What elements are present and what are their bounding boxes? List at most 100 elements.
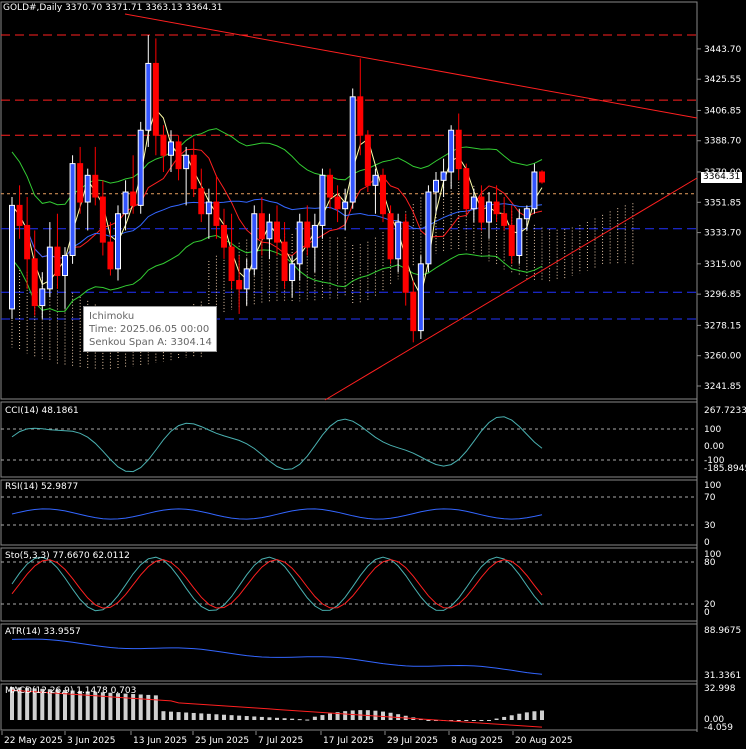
ascending-trendline [324, 177, 698, 401]
sto-scale-label: 80 [704, 558, 716, 568]
macd-histogram-bar [123, 693, 128, 720]
price-axis-label: 3296.85 [704, 290, 741, 300]
candle-body [9, 204, 15, 310]
rsi-scale-label: 30 [704, 521, 716, 531]
macd-histogram-bar [479, 720, 484, 721]
macd-histogram-bar [93, 691, 98, 720]
candle-body [16, 204, 23, 226]
candle-body [440, 171, 447, 181]
current-price-tag: 3364.31 [701, 172, 743, 183]
macd-histogram-bar [305, 719, 310, 721]
atr-label: ATR(14) 33.9557 [5, 627, 81, 637]
candle-body [319, 174, 326, 226]
macd-histogram-bar [153, 695, 158, 720]
candle-body [433, 179, 439, 193]
macd-histogram-bar [290, 718, 295, 720]
candle-body [62, 254, 68, 277]
candle-body [107, 241, 114, 270]
macd-histogram-bar [381, 711, 385, 720]
candle-body [478, 196, 485, 223]
candle-body [501, 213, 508, 226]
candle-body [198, 188, 205, 215]
candle-body [221, 224, 227, 248]
candle-body [190, 154, 197, 190]
macd-histogram-bar [418, 719, 423, 721]
macd-histogram-bar [320, 715, 325, 720]
macd-histogram-bar [184, 712, 189, 720]
macd-histogram-bar [138, 694, 143, 720]
price-axis-label: 3278.15 [704, 321, 741, 331]
candle-body [289, 263, 296, 282]
macd-histogram-bar [17, 687, 22, 720]
cci-scale-label: 0.00 [704, 442, 724, 452]
descending-trendline [124, 13, 698, 119]
cci-label: CCI(14) 48.1861 [5, 406, 79, 416]
macd-histogram-bar [471, 720, 476, 721]
macd-histogram-bar [176, 712, 181, 720]
candle-body [251, 213, 258, 270]
time-axis-label: 8 Aug 2025 [451, 736, 503, 746]
candle-body [334, 196, 341, 210]
ohlc-values: 3370.70 3371.71 3363.13 3364.31 [65, 3, 223, 13]
pane-frame [0, 623, 698, 682]
candle-body [380, 174, 386, 215]
candle-body [46, 246, 53, 290]
candle-body [175, 141, 182, 170]
candle-body [152, 62, 159, 136]
price-axis-label: 3333.70 [704, 229, 741, 239]
candle-body [243, 268, 250, 290]
sto-label: Sto(5,3,3) 77.6670 62.0112 [5, 551, 130, 561]
candle-body [402, 221, 409, 293]
rsi-line [11, 508, 543, 520]
candle-body [122, 191, 129, 215]
candle-body [92, 174, 99, 198]
macd-histogram-bar [259, 716, 264, 720]
cci-line [11, 416, 543, 473]
atr-scale-label: 88.9675 [704, 626, 741, 636]
candle-body [455, 129, 462, 170]
price-axis-label: 3425.55 [704, 75, 741, 85]
macd-histogram-bar [47, 689, 52, 720]
candle-body [145, 62, 152, 131]
macd-histogram-bar [78, 690, 83, 720]
macd-histogram-bar [229, 715, 234, 720]
macd-histogram-bar [161, 711, 166, 720]
rsi-scale-label: 70 [704, 493, 716, 503]
tooltip-title: Ichimoku [89, 311, 135, 322]
candle-body [24, 224, 31, 260]
rsi-label: RSI(14) 52.9877 [5, 482, 79, 492]
pane-frame [0, 401, 698, 478]
candle-body [410, 291, 417, 332]
macd-histogram-bar [464, 720, 469, 721]
candle-body [228, 246, 235, 282]
macd-histogram-bar [244, 716, 249, 720]
candle-body [493, 201, 500, 215]
price-axis-label: 3443.70 [704, 45, 741, 55]
macd-histogram-bar [449, 720, 454, 721]
macd-histogram-bar [206, 713, 211, 720]
candle-body [304, 221, 311, 248]
macd-histogram-bar [63, 690, 67, 720]
candle-body [31, 258, 38, 307]
macd-histogram-bar [343, 711, 348, 720]
candle-body [274, 221, 280, 243]
pane-frame [0, 479, 698, 546]
macd-histogram-bar [456, 720, 461, 721]
macd-histogram-bar [131, 694, 136, 720]
macd-histogram-bar [252, 716, 257, 720]
cci-scale-label: -100 [704, 456, 725, 466]
candle-body [448, 129, 455, 173]
candle-body [281, 241, 288, 282]
candle-body [531, 171, 538, 210]
candle-body [236, 280, 243, 290]
macd-histogram-bar [146, 694, 151, 720]
sto-scale-label: 100 [704, 550, 721, 560]
macd-histogram-bar [487, 720, 491, 721]
time-axis-label: 3 Jun 2025 [67, 736, 115, 746]
macd-histogram-bar [267, 717, 272, 720]
candle-body [486, 201, 492, 223]
tooltip-value: Senkou Span A: 3304.14 [89, 337, 212, 348]
macd-scale-label: 0.00 [704, 715, 724, 725]
price-axis-label: 3351.85 [704, 198, 741, 208]
